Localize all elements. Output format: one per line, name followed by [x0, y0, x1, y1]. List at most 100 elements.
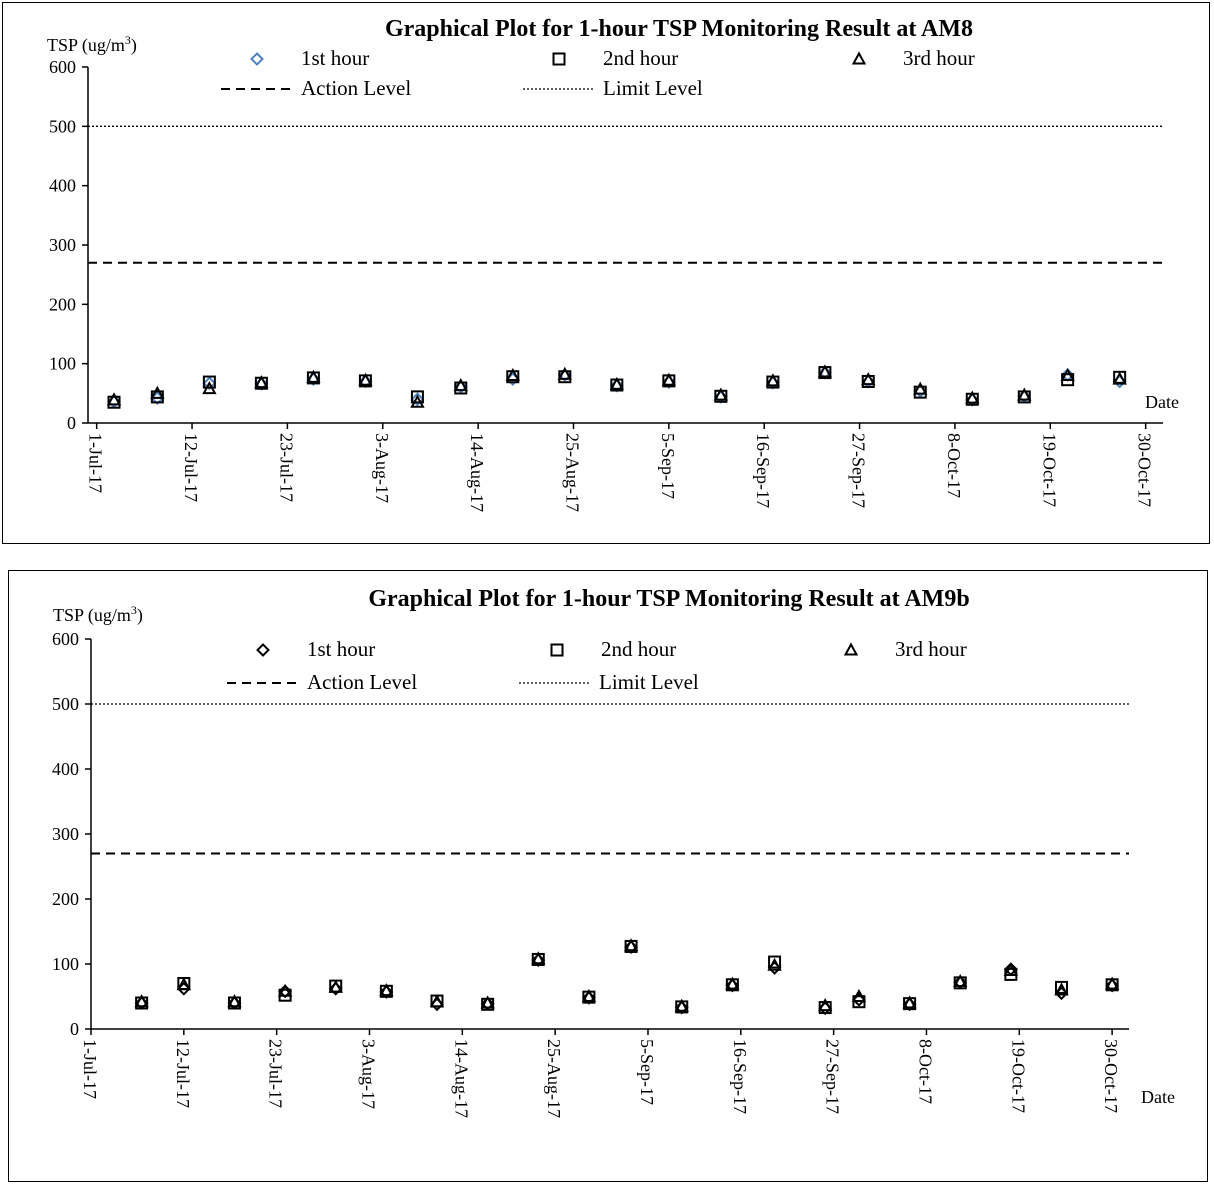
x-tick-label: 5-Sep-17 — [637, 1039, 657, 1105]
data-point — [767, 957, 782, 971]
legend-label: 2nd hour — [603, 46, 678, 70]
data-point — [306, 369, 321, 383]
y-tick-label: 400 — [52, 759, 79, 779]
data-point — [965, 390, 980, 404]
y-tick-label: 600 — [52, 629, 79, 649]
data-point — [674, 998, 689, 1012]
x-tick-label: 14-Aug-17 — [451, 1039, 471, 1118]
data-point — [851, 988, 867, 1002]
x-tick-label: 27-Sep-17 — [849, 433, 869, 508]
y-tick-label: 100 — [52, 954, 79, 974]
legend-label: Limit Level — [603, 76, 703, 100]
data-point — [1017, 387, 1032, 401]
data-point — [558, 370, 572, 384]
data-point — [410, 392, 425, 407]
data-point — [176, 977, 192, 991]
x-tick-label: 27-Sep-17 — [823, 1039, 843, 1114]
y-tick-label: 400 — [49, 176, 76, 196]
data-point — [818, 998, 833, 1012]
legend-marker — [550, 643, 564, 657]
x-tick-label: 16-Sep-17 — [753, 433, 773, 508]
data-point — [1054, 980, 1068, 994]
data-point — [453, 378, 468, 392]
x-tick-label: 25-Aug-17 — [544, 1039, 564, 1118]
data-point — [202, 376, 217, 391]
legend-label: 2nd hour — [601, 637, 676, 661]
y-tick-label: 500 — [52, 694, 79, 714]
series-2 — [135, 939, 1119, 1015]
data-point — [1112, 371, 1127, 385]
data-point — [1104, 976, 1120, 990]
data-point — [623, 938, 639, 952]
data-point — [1054, 982, 1069, 996]
data-point — [581, 988, 597, 1002]
data-point — [902, 995, 917, 1009]
legend-label: Action Level — [301, 76, 411, 100]
data-point — [277, 983, 293, 997]
data-point — [410, 394, 425, 408]
chart-am9b: Graphical Plot for 1-hour TSP Monitoring… — [52, 586, 1175, 1118]
data-point — [817, 364, 833, 378]
y-axis-label: TSP (ug/m3) — [53, 603, 143, 626]
x-tick-label: 19-Oct-17 — [1039, 433, 1059, 507]
data-point — [106, 392, 122, 406]
x-tick-label: 16-Sep-17 — [730, 1039, 750, 1114]
data-point — [1060, 367, 1075, 382]
data-point — [429, 994, 445, 1008]
y-tick-label: 0 — [67, 413, 76, 433]
data-point — [765, 373, 781, 387]
data-point — [358, 372, 373, 386]
y-tick-label: 600 — [49, 57, 76, 77]
chart-am8: Graphical Plot for 1-hour TSP Monitoring… — [47, 16, 1179, 512]
chart-panel-am9b: Graphical Plot for 1-hour TSP Monitoring… — [8, 570, 1208, 1182]
y-tick-label: 300 — [49, 235, 76, 255]
y-tick-label: 300 — [52, 824, 79, 844]
x-tick-label: 3-Aug-17 — [372, 433, 392, 503]
data-point — [861, 372, 876, 386]
x-tick-label: 12-Jul-17 — [173, 1039, 193, 1108]
data-point — [107, 395, 121, 409]
y-tick-label: 100 — [49, 354, 76, 374]
x-tick-label: 12-Jul-17 — [181, 433, 201, 502]
legend-label: 3rd hour — [895, 637, 967, 661]
x-tick-label: 19-Oct-17 — [1008, 1039, 1028, 1113]
x-tick-label: 25-Aug-17 — [562, 433, 582, 512]
y-tick-label: 0 — [70, 1019, 79, 1039]
data-point — [202, 381, 217, 395]
data-point — [725, 976, 740, 990]
data-point — [661, 372, 677, 386]
data-point — [1003, 962, 1019, 976]
x-tick-label: 1-Jul-17 — [86, 433, 106, 493]
legend-label: 1st hour — [307, 637, 375, 661]
data-point — [134, 994, 149, 1008]
data-point — [410, 390, 424, 404]
legend-label: 1st hour — [301, 46, 369, 70]
data-point — [328, 979, 343, 993]
y-tick-label: 500 — [49, 116, 76, 136]
chart-panel-am8: Graphical Plot for 1-hour TSP Monitoring… — [2, 2, 1210, 544]
legend-marker — [552, 52, 566, 66]
data-point — [609, 376, 625, 390]
series-3 — [134, 938, 1120, 1012]
data-point — [454, 381, 468, 395]
data-point — [953, 973, 968, 988]
legend-label: Limit Level — [599, 670, 699, 694]
data-point — [913, 381, 928, 395]
x-tick-label: 8-Oct-17 — [944, 433, 964, 498]
legend-marker — [250, 52, 264, 66]
legend-marker — [851, 51, 867, 65]
data-point — [557, 366, 573, 380]
x-tick-label: 5-Sep-17 — [658, 433, 678, 499]
data-point — [150, 385, 165, 399]
y-axis-label: TSP (ug/m3) — [47, 33, 137, 56]
data-point — [202, 375, 216, 389]
data-point — [480, 995, 495, 1009]
x-tick-label: 1-Jul-17 — [80, 1039, 100, 1099]
legend-label: 3rd hour — [903, 46, 975, 70]
legend-marker — [843, 642, 859, 656]
data-point — [254, 375, 269, 389]
x-axis-label: Date — [1145, 392, 1179, 412]
legend-label: Action Level — [307, 670, 417, 694]
x-tick-label: 3-Aug-17 — [358, 1039, 378, 1109]
x-tick-label: 14-Aug-17 — [467, 433, 487, 512]
